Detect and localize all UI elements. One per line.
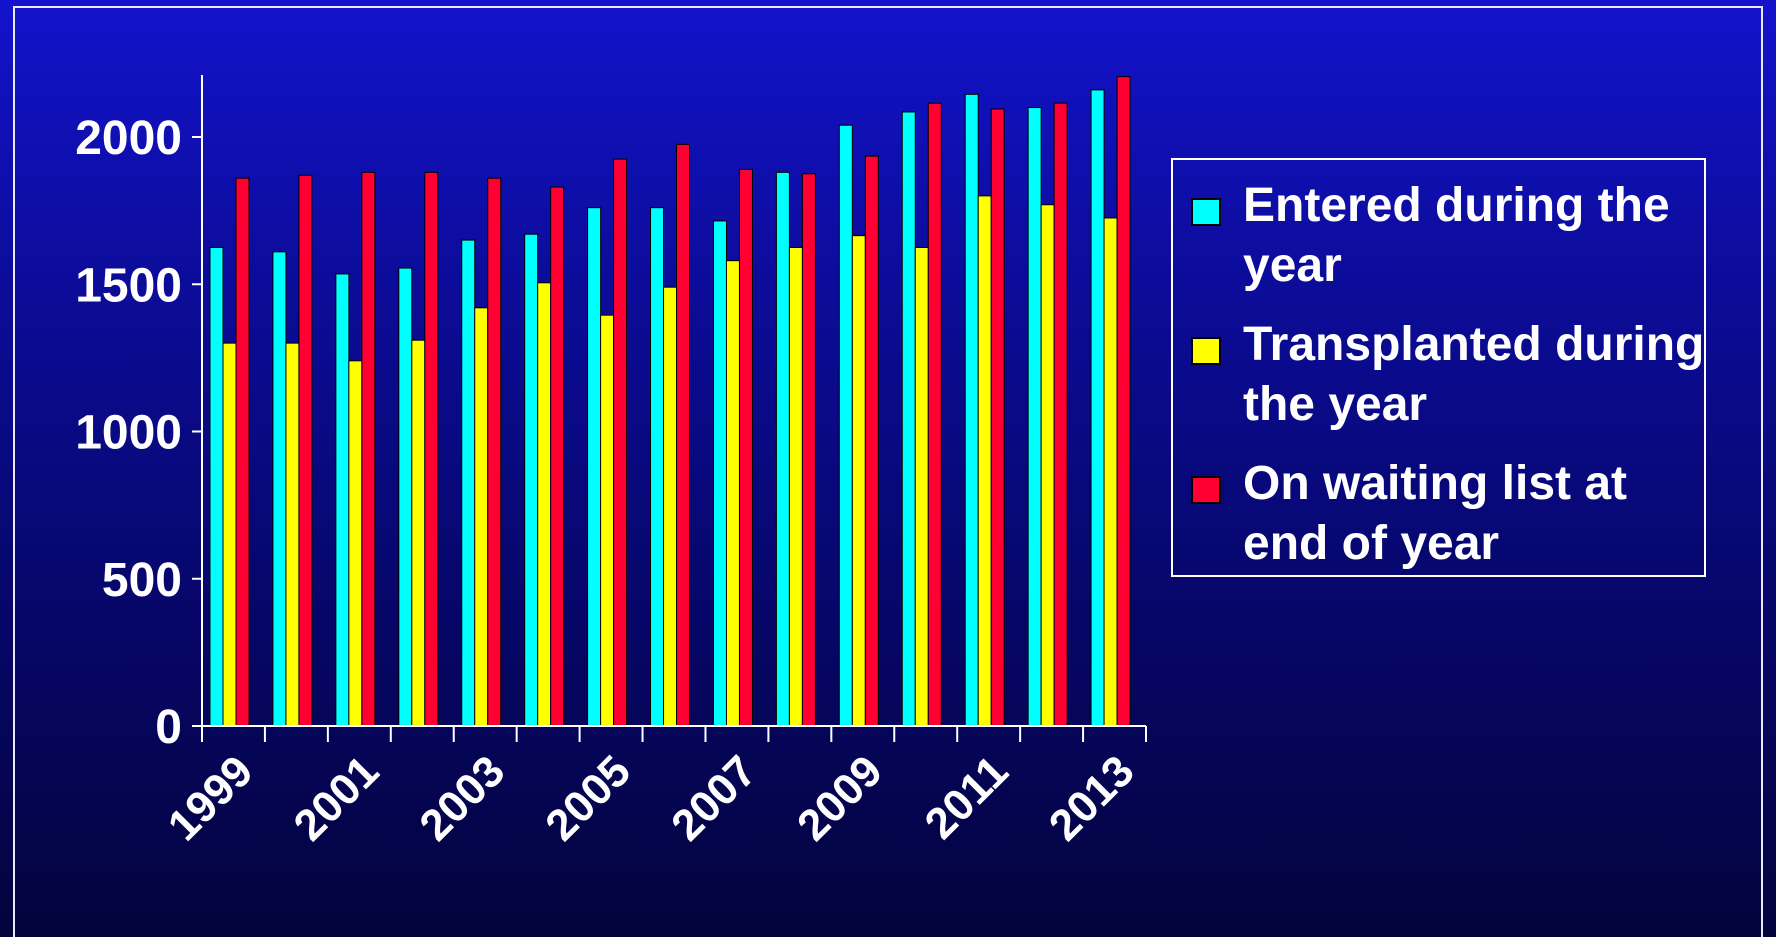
bar-transplanted-2000 [285, 342, 300, 727]
bar-waiting-2007 [738, 168, 753, 727]
x-tick-label-2007: 2007 [662, 746, 766, 850]
bar-entered-2009 [838, 124, 853, 727]
x-tick-label-2005: 2005 [536, 746, 640, 850]
bar-entered-2010 [901, 111, 916, 727]
bar-waiting-2008 [801, 173, 816, 727]
y-tick-label-2000: 2000 [75, 112, 182, 165]
bar-entered-2013 [1090, 89, 1105, 727]
bars-layer [209, 76, 1131, 727]
bar-waiting-2010 [927, 102, 942, 727]
bar-entered-2006 [650, 207, 665, 727]
legend-label-waiting: On waiting list at end of year [1243, 457, 1628, 570]
bar-transplanted-2013 [1103, 217, 1118, 727]
bar-entered-2005 [587, 207, 602, 727]
x-tick-label-2009: 2009 [788, 746, 892, 850]
bar-waiting-2003 [487, 177, 502, 727]
bar-transplanted-1999 [222, 342, 237, 727]
bar-entered-2012 [1027, 107, 1042, 727]
bar-transplanted-2001 [348, 360, 363, 727]
bar-entered-2007 [712, 220, 727, 727]
bar-entered-2001 [335, 273, 350, 727]
bar-entered-2004 [524, 233, 539, 727]
x-tick-label-1999: 1999 [159, 746, 263, 850]
legend-label-transplanted: Transplanted during the year [1243, 318, 1705, 431]
bar-waiting-2005 [613, 158, 628, 727]
bar-entered-2011 [964, 93, 979, 727]
bar-waiting-2004 [550, 186, 565, 727]
legend-swatch-transplanted [1191, 337, 1221, 365]
bar-waiting-2009 [864, 155, 879, 727]
legend-swatch-entered [1191, 198, 1221, 226]
x-tick-label-2011: 2011 [916, 746, 1018, 848]
bar-waiting-1999 [235, 177, 250, 727]
bar-transplanted-2009 [851, 235, 866, 727]
y-tick-label-500: 500 [102, 554, 182, 607]
legend-swatch-waiting [1191, 476, 1221, 504]
bar-transplanted-2012 [1040, 204, 1055, 727]
bar-transplanted-2011 [977, 195, 992, 727]
x-tick-label-2013: 2013 [1040, 746, 1144, 850]
y-tick-label-0: 0 [155, 701, 182, 754]
bar-waiting-2002 [424, 171, 439, 727]
bar-waiting-2006 [676, 143, 691, 727]
bar-entered-2003 [461, 239, 476, 727]
slide-frame [13, 6, 1763, 937]
bar-transplanted-2003 [474, 307, 489, 727]
bar-transplanted-2002 [411, 339, 426, 727]
bar-waiting-2000 [298, 174, 313, 727]
axes-layer [192, 75, 1147, 742]
y-tick-label-1500: 1500 [75, 259, 182, 312]
legend-label-entered: Entered during the year [1243, 179, 1670, 292]
bar-transplanted-2007 [725, 260, 740, 727]
x-tick-label-2003: 2003 [410, 746, 514, 850]
bar-entered-1999 [209, 246, 224, 727]
x-tick-label-2001: 2001 [285, 746, 389, 850]
bar-transplanted-2005 [600, 314, 615, 727]
bar-waiting-2001 [361, 171, 376, 727]
bar-transplanted-2006 [663, 286, 678, 727]
y-tick-label-1000: 1000 [75, 407, 182, 460]
bar-transplanted-2008 [788, 246, 803, 727]
bar-waiting-2011 [990, 108, 1005, 727]
bar-transplanted-2004 [537, 282, 552, 727]
bar-entered-2002 [398, 267, 413, 727]
bar-waiting-2012 [1053, 102, 1068, 727]
bar-entered-2000 [272, 251, 287, 727]
bar-waiting-2013 [1116, 76, 1131, 727]
bar-entered-2008 [775, 171, 790, 727]
chart-legend: Entered during the year Transplanted dur… [1171, 158, 1706, 577]
bar-transplanted-2010 [914, 246, 929, 727]
